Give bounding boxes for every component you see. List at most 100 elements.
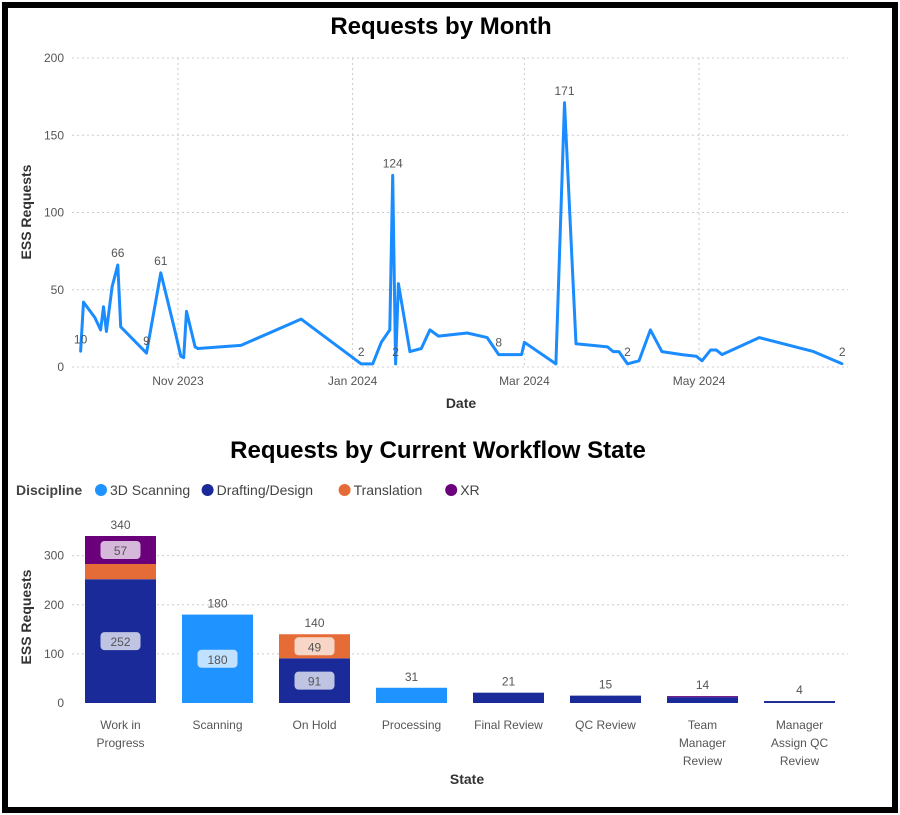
line-data-point	[497, 353, 500, 356]
bar-x-tick-line: On Hold	[292, 718, 336, 732]
bar-chart-x-axis-label: State	[450, 771, 484, 787]
line-data-label: 61	[154, 254, 168, 268]
legend-label: Drafting/Design	[217, 482, 314, 498]
bar-x-tick-line: Manager	[776, 718, 823, 732]
line-data-point	[520, 353, 523, 356]
line-data-point	[680, 353, 684, 356]
line-data-point	[380, 341, 383, 344]
bar-y-tick-label: 300	[44, 549, 64, 563]
line-data-point	[606, 345, 609, 349]
line-data-point	[196, 347, 200, 350]
bar-data-label: 252	[110, 635, 130, 649]
line-data-point	[637, 359, 641, 362]
bar-y-tick-label: 100	[44, 647, 64, 661]
bar-chart-y-axis-label: ESS Requests	[18, 569, 34, 664]
bar-total-label: 21	[502, 675, 516, 689]
bar-segment	[764, 701, 835, 703]
bar-y-tick-label: 200	[44, 598, 64, 612]
line-data-point	[145, 351, 148, 355]
line-y-tick-label: 0	[57, 360, 64, 374]
legend-label: XR	[460, 482, 479, 498]
line-data-point	[105, 330, 108, 333]
bar-total-label: 15	[599, 678, 613, 692]
line-data-point	[700, 359, 704, 362]
bar-segment	[667, 697, 738, 703]
line-data-point	[93, 316, 97, 319]
line-chart-data-labels: 10 66 9 61 2 124 2 8 171 2 2	[74, 84, 846, 359]
bar-chart-x-ticks: Work in Progress Scanning On Hold Processing…	[96, 718, 828, 768]
bar-segment	[376, 687, 447, 703]
line-data-point	[82, 300, 85, 304]
line-data-point	[617, 350, 621, 353]
line-data-point	[758, 336, 761, 339]
bar-x-tick-label: Team Manager Review	[679, 718, 726, 768]
line-data-point	[102, 305, 105, 308]
line-x-tick-label: Jan 2024	[328, 374, 378, 388]
line-data-point	[179, 355, 182, 358]
line-data-point	[428, 328, 432, 332]
line-data-point	[159, 271, 162, 274]
line-data-point	[649, 328, 652, 332]
legend-title: Discipline	[16, 482, 82, 498]
bar-total-label: 14	[696, 678, 710, 692]
legend-swatch	[338, 484, 351, 496]
bar-x-tick-line: QC Review	[575, 718, 636, 732]
line-data-point	[79, 350, 82, 353]
bar-data-label-box	[197, 649, 238, 668]
legend-label: 3D Scanning	[110, 482, 190, 498]
bar-total-label: 31	[405, 670, 419, 684]
bar-x-tick-label: Manager Assign QC Review	[771, 718, 829, 768]
bar-data-label-box	[100, 540, 141, 559]
line-data-point	[715, 348, 718, 352]
legend-label: Translation	[354, 482, 423, 498]
line-chart-gridlines	[72, 57, 848, 368]
bar-segment	[473, 692, 544, 703]
line-x-tick-label: Mar 2024	[499, 374, 550, 388]
line-data-point	[116, 263, 120, 267]
bar-segment	[85, 563, 156, 580]
legend-swatch	[201, 484, 214, 496]
line-data-label: 2	[839, 345, 846, 359]
line-data-point	[486, 336, 489, 339]
bar-x-tick-label: Scanning	[192, 718, 242, 732]
line-data-point	[554, 362, 558, 366]
bar-x-tick-line: Review	[780, 754, 820, 768]
line-data-label: 2	[624, 345, 631, 359]
line-data-point	[397, 282, 400, 285]
line-data-point	[709, 348, 712, 352]
bar-total-label: 180	[207, 597, 227, 611]
line-data-point	[563, 101, 566, 105]
line-data-point	[110, 285, 114, 288]
line-data-point	[185, 310, 188, 313]
line-data-point	[420, 347, 423, 350]
bar-x-tick-line: Team	[688, 718, 717, 732]
line-data-point	[119, 325, 122, 328]
bar-chart-gridlines	[72, 555, 848, 655]
line-data-point	[812, 350, 815, 353]
bar-total-label: 4	[796, 683, 803, 697]
legend-swatch	[95, 484, 107, 496]
line-x-tick-label: Nov 2023	[152, 374, 204, 388]
bar-segment	[667, 696, 738, 698]
line-data-point	[299, 317, 303, 321]
line-data-label: 9	[143, 334, 150, 348]
bar-x-tick-line: Final Review	[474, 718, 543, 732]
line-data-point	[612, 350, 615, 353]
line-data-point	[388, 328, 391, 332]
bar-data-label: 57	[114, 544, 128, 558]
line-chart-x-axis-label: Date	[446, 395, 477, 411]
line-data-label: 2	[392, 345, 399, 359]
line-data-label: 124	[383, 156, 403, 170]
line-data-point	[720, 353, 724, 356]
line-y-tick-label: 150	[44, 128, 64, 142]
line-data-point	[695, 355, 698, 358]
line-data-point	[660, 350, 664, 353]
line-data-point	[626, 362, 629, 366]
line-chart-y-axis-label: ESS Requests	[18, 164, 34, 259]
bar-x-tick-line: Review	[683, 754, 723, 768]
line-data-point	[466, 331, 469, 335]
bar-total-label: 140	[304, 616, 324, 630]
bar-x-tick-line: Processing	[382, 718, 441, 732]
